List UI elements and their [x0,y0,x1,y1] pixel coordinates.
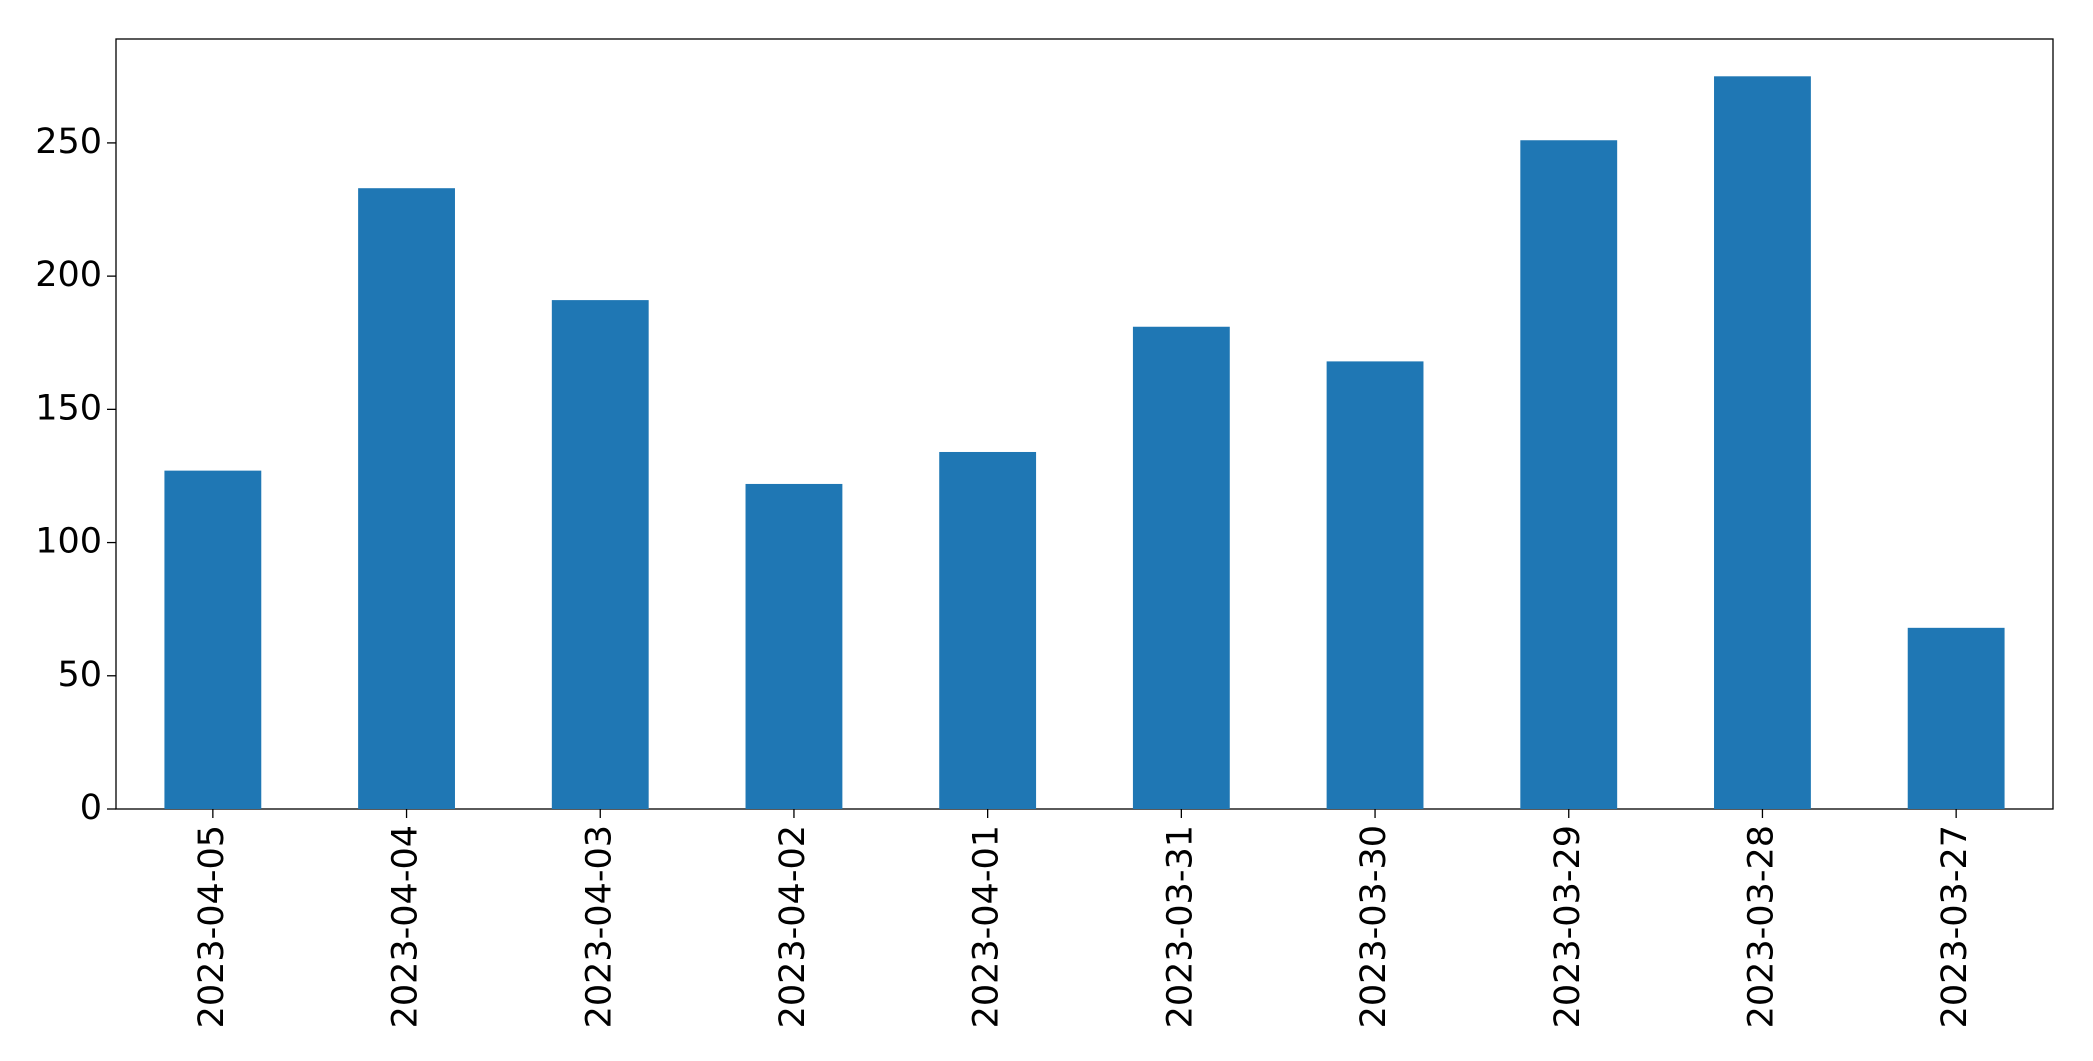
bar [939,451,1037,809]
x-tick-label: 2023-04-02 [773,825,813,1028]
bar [551,300,649,809]
x-tick-label: 2023-04-01 [967,825,1007,1028]
bar [1132,326,1230,809]
y-tick-label: 100 [35,522,102,562]
bar [358,188,455,809]
y-tick-label: 250 [35,122,102,162]
x-tick-label: 2023-03-29 [1548,825,1588,1028]
x-tick-label: 2023-03-31 [1160,825,1200,1028]
y-tick-label: 200 [35,255,102,295]
x-tick-label: 2023-04-03 [579,825,619,1028]
x-tick-label: 2023-03-27 [1935,825,1975,1028]
bar [164,470,262,809]
x-tick-label: 2023-03-30 [1354,825,1394,1028]
y-tick-label: 0 [80,788,102,828]
y-tick-label: 50 [57,655,102,695]
bar [745,483,843,809]
x-tick-label: 2023-03-28 [1741,825,1781,1028]
bar [1907,627,2005,809]
x-tick-label: 2023-04-05 [192,825,232,1028]
x-tick-label: 2023-04-04 [386,825,426,1028]
bar [1714,76,1811,810]
y-tick-label: 150 [35,388,102,428]
bar [1326,361,1424,809]
bar [1520,140,1618,810]
plot-frame [115,38,2054,810]
